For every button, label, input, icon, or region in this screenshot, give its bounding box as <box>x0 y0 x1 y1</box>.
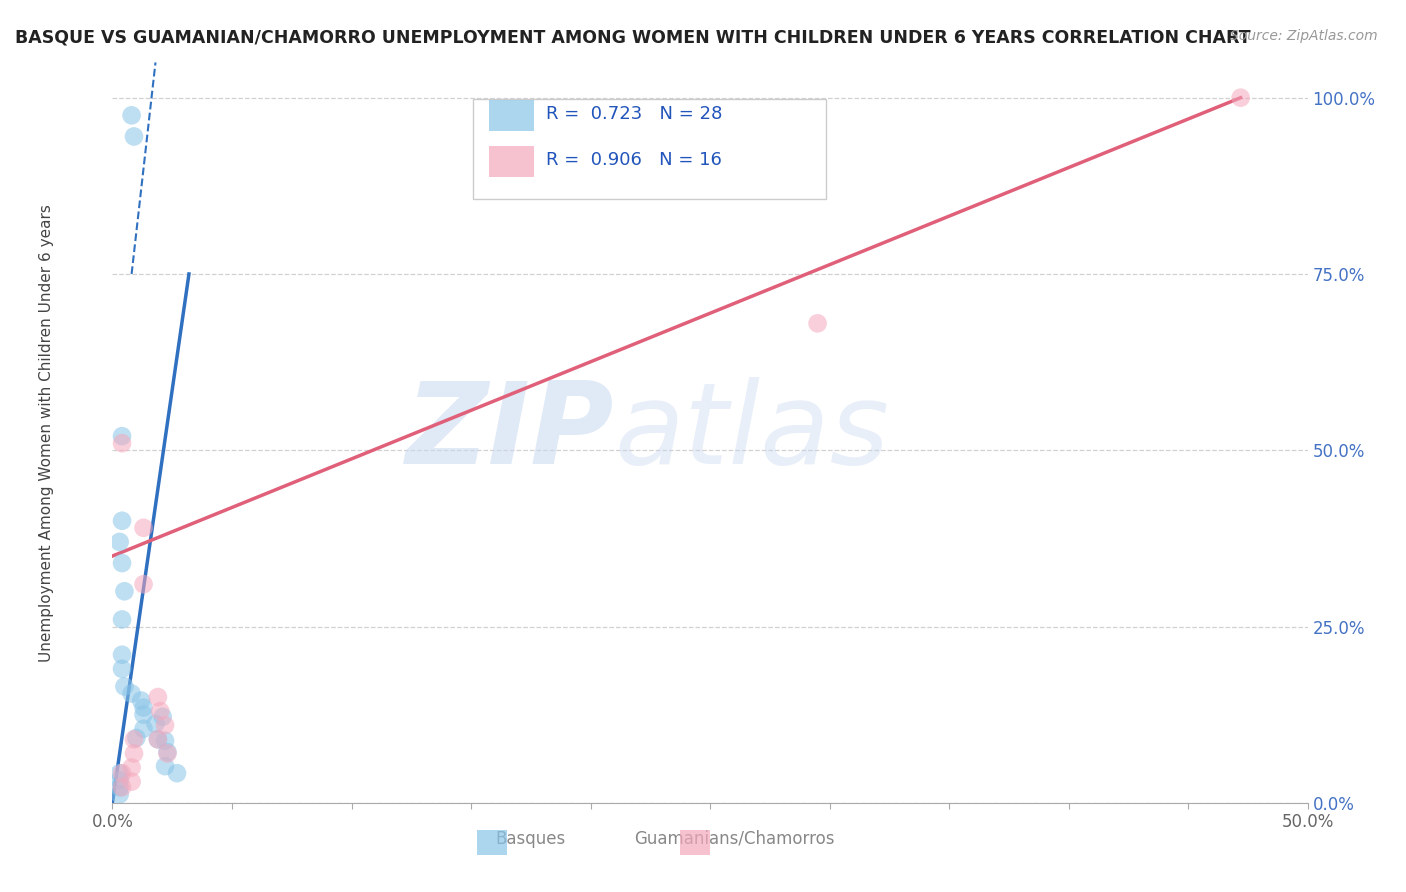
Point <box>111 556 134 570</box>
Point <box>152 710 174 724</box>
Point <box>153 718 176 732</box>
Point <box>153 759 176 773</box>
Point <box>111 662 134 676</box>
Point <box>132 577 155 591</box>
Text: Basques: Basques <box>496 830 565 847</box>
Point <box>108 780 131 795</box>
Point <box>122 129 145 144</box>
Text: Unemployment Among Women with Children Under 6 years: Unemployment Among Women with Children U… <box>39 203 55 662</box>
Text: R =  0.723   N = 28: R = 0.723 N = 28 <box>547 105 723 123</box>
Text: Guamanians/Chamorros: Guamanians/Chamorros <box>634 830 834 847</box>
Point <box>121 760 143 774</box>
Point <box>145 716 167 731</box>
Point <box>146 690 169 704</box>
Point <box>122 747 145 761</box>
Point <box>108 773 131 788</box>
Point <box>114 680 135 694</box>
Point <box>121 686 143 700</box>
Point <box>121 108 143 122</box>
Point <box>153 733 176 747</box>
Point <box>125 731 148 745</box>
Point <box>132 722 155 736</box>
Point <box>807 316 830 330</box>
Point <box>111 514 134 528</box>
Point <box>108 535 131 549</box>
Point <box>114 584 135 599</box>
Bar <box>681 830 710 855</box>
Point <box>132 521 155 535</box>
FancyBboxPatch shape <box>474 99 825 200</box>
Point <box>156 745 179 759</box>
Point <box>132 700 155 714</box>
Point <box>166 766 188 780</box>
Point <box>111 766 134 780</box>
Point <box>146 732 169 747</box>
Text: BASQUE VS GUAMANIAN/CHAMORRO UNEMPLOYMENT AMONG WOMEN WITH CHILDREN UNDER 6 YEAR: BASQUE VS GUAMANIAN/CHAMORRO UNEMPLOYMEN… <box>15 29 1250 46</box>
Bar <box>477 830 508 855</box>
Text: Source: ZipAtlas.com: Source: ZipAtlas.com <box>1230 29 1378 43</box>
Text: atlas: atlas <box>614 377 890 488</box>
Point <box>111 436 134 450</box>
Point <box>111 648 134 662</box>
Point <box>146 732 169 747</box>
Point <box>122 732 145 747</box>
Point <box>108 766 131 780</box>
Point <box>111 612 134 626</box>
Point <box>129 693 152 707</box>
Point <box>1229 91 1251 105</box>
Text: R =  0.906   N = 16: R = 0.906 N = 16 <box>547 151 723 169</box>
Point <box>121 774 143 789</box>
Point <box>156 747 179 761</box>
Point <box>111 780 134 795</box>
Point <box>108 788 131 802</box>
Bar <box>489 100 534 131</box>
Text: ZIP: ZIP <box>406 377 614 488</box>
Point <box>132 707 155 722</box>
Point <box>149 704 172 718</box>
Bar <box>489 146 534 178</box>
Point <box>111 429 134 443</box>
